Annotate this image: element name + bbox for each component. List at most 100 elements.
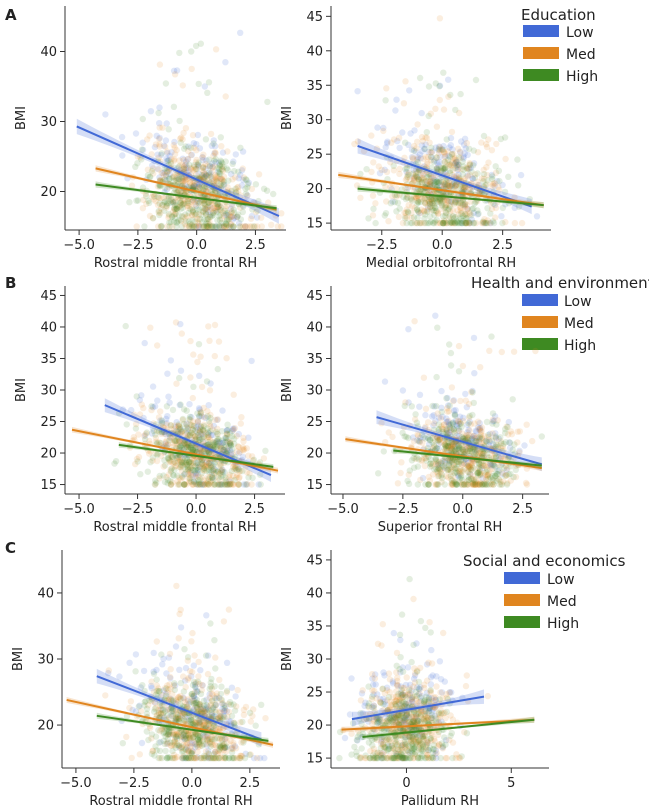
scatter-point-med [225,216,233,223]
scatter-point-low [204,441,212,448]
scatter-point-med [165,168,172,175]
scatter-point-med [200,722,207,729]
scatter-point-high [235,466,243,473]
scatter-point-med [472,171,479,178]
scatter-point-high [179,754,186,762]
scatter-point-med [236,449,244,456]
scatter-point-low [198,413,205,420]
scatter-point-med [201,719,209,726]
scatter-point-med [466,160,473,167]
scatter-point-high [195,738,203,746]
scatter-point-high [210,722,218,729]
scatter-point-med [427,177,434,185]
scatter-point-med [485,136,492,143]
scatter-point-high [224,166,232,174]
scatter-point-med [429,174,436,181]
scatter-point-high [466,445,474,453]
scatter-point-high [472,450,479,457]
scatter-point-med [402,176,410,184]
scatter-point-high [224,421,231,428]
scatter-point-med [459,430,466,437]
scatter-point-med [188,754,195,762]
scatter-point-med [245,452,252,459]
scatter-point-low [470,432,477,440]
scatter-point-med [450,397,457,405]
scatter-point-high [214,200,222,208]
scatter-point-med [274,223,281,230]
scatter-point-med [189,717,196,724]
scatter-point-med [411,219,419,227]
scatter-point-med [422,715,430,723]
scatter-point-high [472,438,479,445]
scatter-point-med [491,180,499,187]
scatter-point-high [208,754,215,762]
scatter-point-high [499,204,507,212]
scatter-point-med [214,416,222,423]
scatter-point-high [428,164,435,171]
scatter-point-low [222,744,229,751]
scatter-point-med [184,155,192,163]
scatter-point-low [453,158,460,165]
scatter-point-high [204,480,211,487]
scatter-point-low [464,421,471,429]
scatter-point-med [217,725,224,732]
scatter-point-med [184,467,192,474]
scatter-point-high [202,723,210,730]
scatter-point-med [393,185,400,192]
scatter-point-low [476,426,484,434]
scatter-point-high [422,481,429,488]
scatter-point-high [215,165,223,173]
scatter-point-high [209,476,217,483]
scatter-point-high [133,197,140,204]
scatter-point-low [489,418,497,425]
scatter-point-med [478,435,486,442]
y-tick-label: 25 [306,415,323,430]
scatter-point-low [189,740,196,747]
scatter-point-med [210,736,217,743]
scatter-point-high [224,448,231,455]
scatter-point-high [459,476,466,484]
scatter-point-med [458,461,466,468]
scatter-point-med [200,721,207,728]
x-axis-label: Rostral middle frontal RH [89,794,252,807]
scatter-point-high [470,162,477,169]
scatter-point-low [451,182,459,189]
scatter-point-low [232,693,239,700]
scatter-point-high [177,199,184,207]
scatter-point-med [205,723,212,730]
scatter-point-high [400,193,407,201]
scatter-point-med [449,219,457,227]
scatter-point-low [163,155,170,162]
scatter-point-high [447,167,454,174]
scatter-point-med [185,202,193,210]
scatter-point-med [449,180,456,188]
scatter-point-high [196,215,204,222]
scatter-point-med [155,154,162,161]
scatter-point-high [197,690,205,697]
scatter-point-high [123,421,130,428]
scatter-point-low [452,407,459,414]
scatter-point-high [457,199,464,206]
x-tick-label: 2.5 [244,502,265,517]
scatter-point-high [177,401,184,408]
scatter-point-low [384,715,391,723]
scatter-point-med [190,734,197,741]
scatter-point-high [132,163,139,170]
scatter-point-high [439,198,446,205]
scatter-point-high [205,199,212,206]
scatter-point-med [195,673,202,680]
scatter-point-med [205,754,212,762]
scatter-point-low [220,439,227,446]
scatter-point-med [466,447,473,455]
scatter-point-med [431,196,439,203]
scatter-point-high [213,208,220,216]
scatter-point-low [467,164,474,171]
scatter-point-med [211,321,219,329]
scatter-point-med [234,471,241,478]
scatter-point-med [209,754,217,762]
scatter-point-med [385,218,392,225]
scatter-point-med [182,440,189,447]
scatter-point-high [156,747,164,755]
scatter-point-low [462,390,469,398]
scatter-point-low [438,689,446,696]
